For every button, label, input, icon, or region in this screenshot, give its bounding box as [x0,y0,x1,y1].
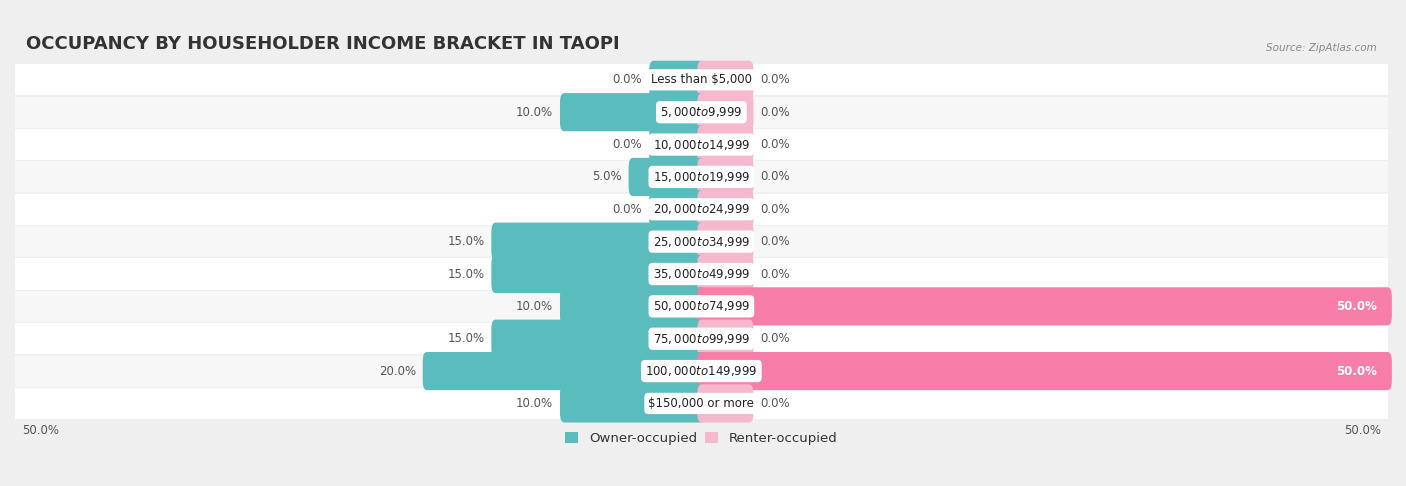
Text: 15.0%: 15.0% [447,332,485,345]
Text: 0.0%: 0.0% [761,203,790,216]
FancyBboxPatch shape [697,190,754,228]
FancyBboxPatch shape [1,356,1402,386]
Text: 50.0%: 50.0% [1336,364,1376,378]
FancyBboxPatch shape [560,93,706,131]
FancyBboxPatch shape [697,158,754,196]
Text: 0.0%: 0.0% [613,73,643,87]
Text: $100,000 to $149,999: $100,000 to $149,999 [645,364,758,378]
Text: 0.0%: 0.0% [761,332,790,345]
Text: 0.0%: 0.0% [613,203,643,216]
Text: 0.0%: 0.0% [761,235,790,248]
FancyBboxPatch shape [560,384,706,422]
Text: 15.0%: 15.0% [447,267,485,280]
FancyBboxPatch shape [697,255,754,293]
FancyBboxPatch shape [1,259,1402,290]
Text: 0.0%: 0.0% [761,397,790,410]
FancyBboxPatch shape [697,93,754,131]
Text: $20,000 to $24,999: $20,000 to $24,999 [652,202,749,216]
FancyBboxPatch shape [1,64,1402,95]
FancyBboxPatch shape [1,388,1402,419]
Text: 50.0%: 50.0% [1336,300,1376,313]
Text: 50.0%: 50.0% [22,423,59,436]
FancyBboxPatch shape [1,194,1402,225]
Text: OCCUPANCY BY HOUSEHOLDER INCOME BRACKET IN TAOPI: OCCUPANCY BY HOUSEHOLDER INCOME BRACKET … [25,35,620,53]
Text: 15.0%: 15.0% [447,235,485,248]
Text: 10.0%: 10.0% [516,300,553,313]
FancyBboxPatch shape [697,384,754,422]
FancyBboxPatch shape [697,352,1392,390]
Text: 0.0%: 0.0% [761,267,790,280]
Text: 0.0%: 0.0% [761,106,790,119]
Text: $25,000 to $34,999: $25,000 to $34,999 [652,235,749,249]
FancyBboxPatch shape [697,320,754,358]
FancyBboxPatch shape [491,223,706,260]
FancyBboxPatch shape [650,61,706,99]
FancyBboxPatch shape [491,320,706,358]
Text: 5.0%: 5.0% [592,171,621,183]
Text: $35,000 to $49,999: $35,000 to $49,999 [652,267,749,281]
Text: $10,000 to $14,999: $10,000 to $14,999 [652,138,749,152]
FancyBboxPatch shape [650,190,706,228]
FancyBboxPatch shape [697,223,754,260]
Text: $75,000 to $99,999: $75,000 to $99,999 [652,332,749,346]
FancyBboxPatch shape [1,323,1402,354]
FancyBboxPatch shape [697,287,1392,326]
Text: Less than $5,000: Less than $5,000 [651,73,752,87]
FancyBboxPatch shape [1,129,1402,160]
Text: 10.0%: 10.0% [516,397,553,410]
Text: $150,000 or more: $150,000 or more [648,397,754,410]
FancyBboxPatch shape [1,226,1402,257]
FancyBboxPatch shape [650,125,706,164]
FancyBboxPatch shape [697,61,754,99]
FancyBboxPatch shape [628,158,706,196]
Legend: Owner-occupied, Renter-occupied: Owner-occupied, Renter-occupied [565,432,838,445]
FancyBboxPatch shape [560,287,706,326]
FancyBboxPatch shape [491,255,706,293]
Text: 10.0%: 10.0% [516,106,553,119]
FancyBboxPatch shape [1,161,1402,192]
FancyBboxPatch shape [1,97,1402,128]
Text: Source: ZipAtlas.com: Source: ZipAtlas.com [1265,43,1376,53]
Text: $15,000 to $19,999: $15,000 to $19,999 [652,170,749,184]
Text: $50,000 to $74,999: $50,000 to $74,999 [652,299,749,313]
Text: 50.0%: 50.0% [1344,423,1381,436]
Text: 0.0%: 0.0% [761,73,790,87]
Text: $5,000 to $9,999: $5,000 to $9,999 [659,105,742,119]
FancyBboxPatch shape [423,352,706,390]
Text: 20.0%: 20.0% [378,364,416,378]
Text: 0.0%: 0.0% [613,138,643,151]
FancyBboxPatch shape [697,125,754,164]
Text: 0.0%: 0.0% [761,138,790,151]
FancyBboxPatch shape [1,291,1402,322]
Text: 0.0%: 0.0% [761,171,790,183]
